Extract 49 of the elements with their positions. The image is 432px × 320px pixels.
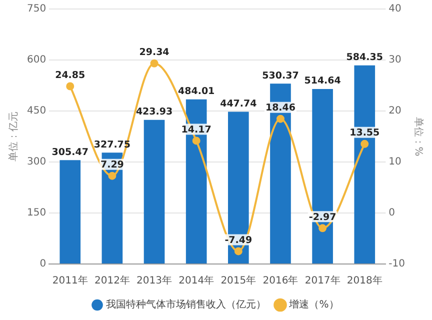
y-axis-title: 单位：亿元 bbox=[8, 112, 20, 162]
data-label: 14.17 bbox=[181, 124, 212, 136]
data-label: -7.49 bbox=[224, 234, 252, 246]
x-tick-label: 2011年 bbox=[52, 274, 88, 287]
legend-label: 我国特种气体市场销售收入（亿元） bbox=[106, 298, 266, 311]
point bbox=[276, 114, 284, 123]
bar bbox=[144, 120, 165, 264]
data-label: 447.74 bbox=[220, 98, 258, 110]
data-label: 584.35 bbox=[346, 52, 383, 64]
point bbox=[360, 140, 369, 148]
y2-tick-label: 40 bbox=[388, 4, 402, 15]
data-label: 530.37 bbox=[262, 70, 299, 82]
x-tick-label: 2012年 bbox=[94, 274, 130, 287]
point bbox=[108, 172, 116, 180]
y-tick-label: 450 bbox=[26, 106, 46, 117]
x-tick-label: 2016年 bbox=[262, 274, 298, 287]
point bbox=[192, 136, 200, 145]
data-label: 24.85 bbox=[55, 70, 86, 81]
y2-tick-label: 0 bbox=[388, 208, 396, 219]
point bbox=[150, 59, 158, 68]
y2-tick-label: 10 bbox=[388, 156, 402, 168]
data-label: 13.55 bbox=[350, 128, 380, 139]
x-tick-label: 2013年 bbox=[136, 274, 172, 287]
data-label: 29.34 bbox=[139, 47, 170, 58]
data-label: 484.01 bbox=[178, 86, 215, 98]
point bbox=[234, 247, 242, 256]
x-tick-label: 2018年 bbox=[346, 274, 382, 287]
y-tick-label: 300 bbox=[26, 156, 46, 168]
y-tick-label: 600 bbox=[26, 54, 46, 66]
point bbox=[318, 224, 327, 232]
x-tick-label: 2017年 bbox=[304, 274, 340, 287]
y-tick-label: 750 bbox=[26, 4, 46, 15]
x-tick-label: 2015年 bbox=[220, 274, 256, 287]
y2-tick-label: -10 bbox=[388, 258, 406, 270]
data-label: 7.29 bbox=[100, 160, 124, 171]
point bbox=[66, 82, 74, 90]
data-label: 423.93 bbox=[136, 106, 173, 118]
bar bbox=[60, 160, 81, 264]
y2-axis-title: 单位：% bbox=[412, 116, 424, 156]
data-label: -2.97 bbox=[308, 212, 336, 223]
y-tick-label: 0 bbox=[40, 258, 46, 270]
y2-tick-label: 20 bbox=[388, 106, 402, 117]
legend-label: 增速（%） bbox=[288, 298, 339, 311]
data-label: 305.47 bbox=[52, 146, 88, 158]
y-tick-label: 150 bbox=[26, 208, 46, 219]
y2-tick-label: 30 bbox=[388, 54, 402, 66]
x-tick-label: 2014年 bbox=[178, 274, 214, 287]
data-label: 18.46 bbox=[265, 102, 296, 114]
data-label: 514.64 bbox=[304, 76, 342, 87]
